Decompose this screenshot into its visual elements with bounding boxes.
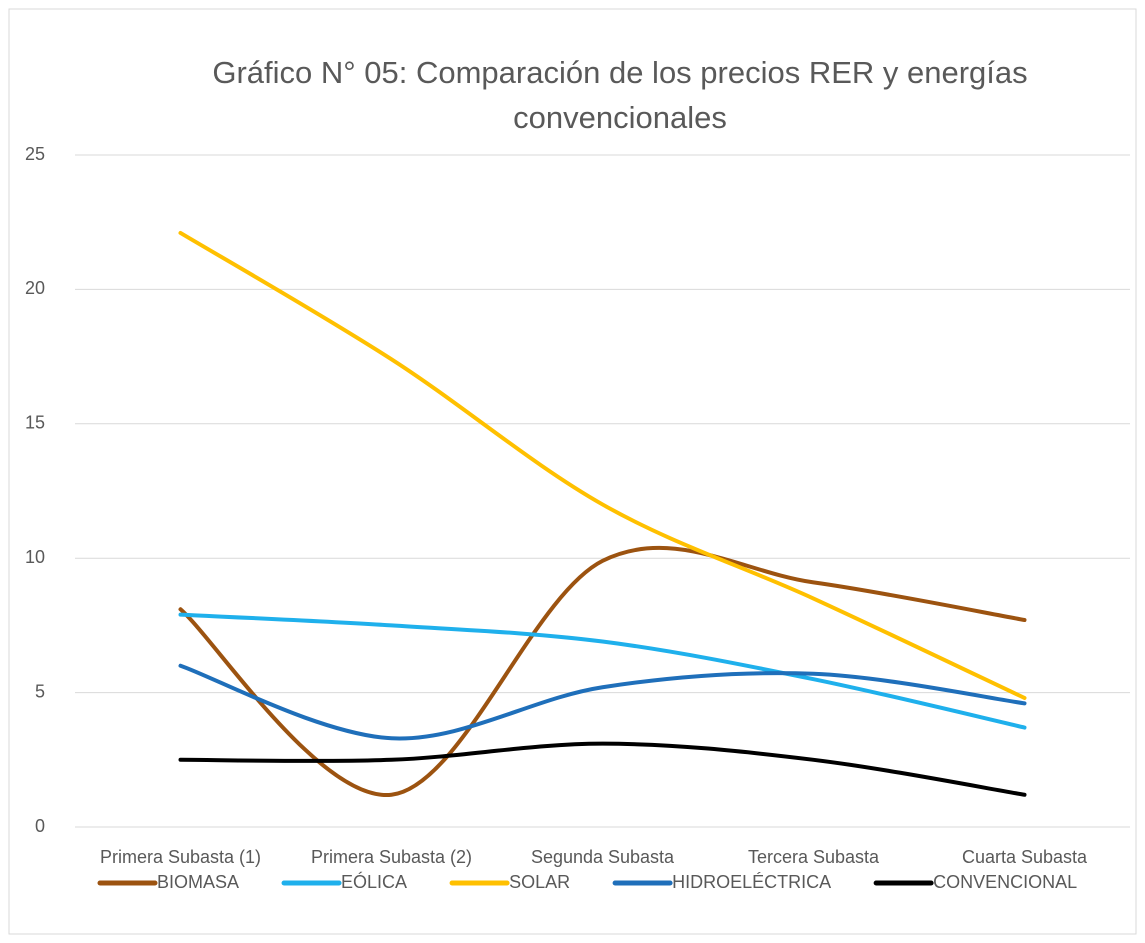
series-line (178, 545, 1027, 797)
series-line (178, 612, 1027, 730)
y-tick-label: 0 (35, 816, 45, 836)
y-tick-label: 20 (25, 278, 45, 298)
x-tick-label: Tercera Subasta (748, 847, 880, 867)
y-tick-label: 15 (25, 413, 45, 433)
y-tick-label: 25 (25, 144, 45, 164)
x-tick-label: Primera Subasta (2) (311, 847, 472, 867)
legend-label: EÓLICA (341, 871, 407, 892)
y-tick-label: 5 (35, 681, 45, 701)
chart-border (8, 8, 1137, 935)
legend-label: CONVENCIONAL (933, 872, 1077, 892)
series-line (178, 663, 1027, 741)
chart-title: Gráfico N° 05: Comparación de los precio… (212, 55, 1027, 135)
x-tick-label: Segunda Subasta (531, 847, 675, 867)
y-tick-label: 10 (25, 547, 45, 567)
legend: BIOMASA EÓLICA SOLAR HIDROELÉCTRICA CONVENCI… (97, 871, 1077, 892)
series-line (178, 230, 1027, 700)
legend-label: BIOMASA (157, 872, 239, 892)
legend-label: HIDROELÉCTRICA (672, 872, 831, 892)
x-tick-label: Primera Subasta (1) (100, 847, 261, 867)
series-line (178, 741, 1027, 797)
legend-label: SOLAR (509, 872, 570, 892)
x-tick-label: Cuarta Subasta (962, 847, 1088, 867)
